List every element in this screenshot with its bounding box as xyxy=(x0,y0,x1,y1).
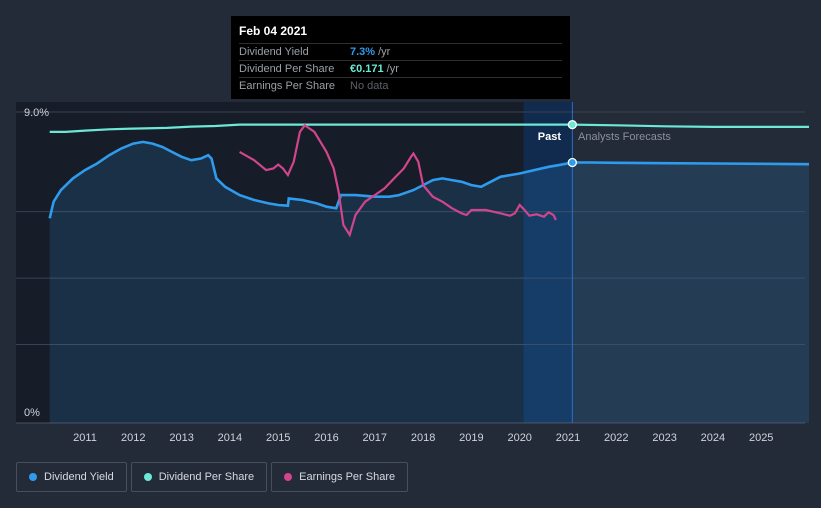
x-tick-label: 2017 xyxy=(363,432,387,444)
tooltip-label: Dividend Per Share xyxy=(239,63,335,75)
x-tick-label: 2024 xyxy=(701,432,725,444)
y-tick-label-bottom: 0% xyxy=(24,407,40,419)
x-tick-label: 2013 xyxy=(169,432,193,444)
x-tick-label: 2023 xyxy=(652,432,676,444)
legend-label: Earnings Per Share xyxy=(299,471,396,483)
dividend-per-share-marker xyxy=(567,119,577,130)
x-tick-label: 2015 xyxy=(266,432,290,444)
tooltip-value: €0.171 xyxy=(350,63,384,75)
gridlines xyxy=(16,111,805,424)
legend-label: Dividend Yield xyxy=(44,471,114,483)
dividend-yield-marker xyxy=(567,157,577,168)
tooltip-row-dividend-yield: Dividend Yield 7.3% /yr xyxy=(239,43,562,60)
legend-item-dividend-per-share[interactable]: Dividend Per Share xyxy=(130,462,268,492)
tooltip-label: Earnings Per Share xyxy=(239,80,335,92)
tooltip-unit: /yr xyxy=(386,63,399,75)
legend-item-dividend-yield[interactable]: Dividend Yield xyxy=(16,462,127,492)
legend-dot-icon xyxy=(284,473,293,481)
past-label: Past xyxy=(538,131,562,143)
dividend-yield-line xyxy=(48,140,810,219)
legend-item-earnings-per-share[interactable]: Earnings Per Share xyxy=(271,462,409,492)
hover-tooltip: Feb 04 2021 Dividend Yield 7.3% /yr Divi… xyxy=(231,16,570,99)
chart-legend: Dividend Yield Dividend Per Share Earnin… xyxy=(16,462,412,492)
tooltip-label: Dividend Yield xyxy=(239,46,309,58)
x-tick-label: 2019 xyxy=(459,432,483,444)
x-tick-label: 2018 xyxy=(411,432,435,444)
x-tick-label: 2016 xyxy=(314,432,338,444)
series-layer xyxy=(48,123,810,423)
hover-band xyxy=(523,102,573,423)
x-tick-label: 2022 xyxy=(604,432,628,444)
forecast-label: Analysts Forecasts xyxy=(578,131,671,143)
x-tick-label: 2014 xyxy=(218,432,242,444)
tooltip-value: 7.3% xyxy=(350,46,376,58)
earnings-per-share-line xyxy=(239,123,557,238)
x-tick-label: 2025 xyxy=(749,432,773,444)
tooltip-row-earnings-per-share: Earnings Per Share No data xyxy=(239,77,562,94)
tooltip-unit: /yr xyxy=(378,46,391,58)
dividend-yield-area xyxy=(49,141,809,423)
legend-label: Dividend Per Share xyxy=(158,471,255,483)
legend-dot-icon xyxy=(143,473,152,481)
x-tick-label: 2012 xyxy=(121,432,145,444)
tooltip-row-dividend-per-share: Dividend Per Share €0.171 /yr xyxy=(239,60,562,77)
tooltip-date: Feb 04 2021 xyxy=(239,24,308,38)
legend-dot-icon xyxy=(29,473,37,481)
x-axis-ticks: 2011 2012 2013 2014 2015 2016 2017 2018 2019 2020… xyxy=(73,432,773,444)
tooltip-value: No data xyxy=(350,80,389,92)
y-tick-label-top: 9.0% xyxy=(24,107,49,119)
x-tick-label: 2021 xyxy=(556,432,580,444)
dividend-per-share-line xyxy=(49,123,809,133)
x-tick-label: 2020 xyxy=(507,432,531,444)
x-tick-label: 2011 xyxy=(73,432,97,444)
hover-markers xyxy=(567,102,577,423)
